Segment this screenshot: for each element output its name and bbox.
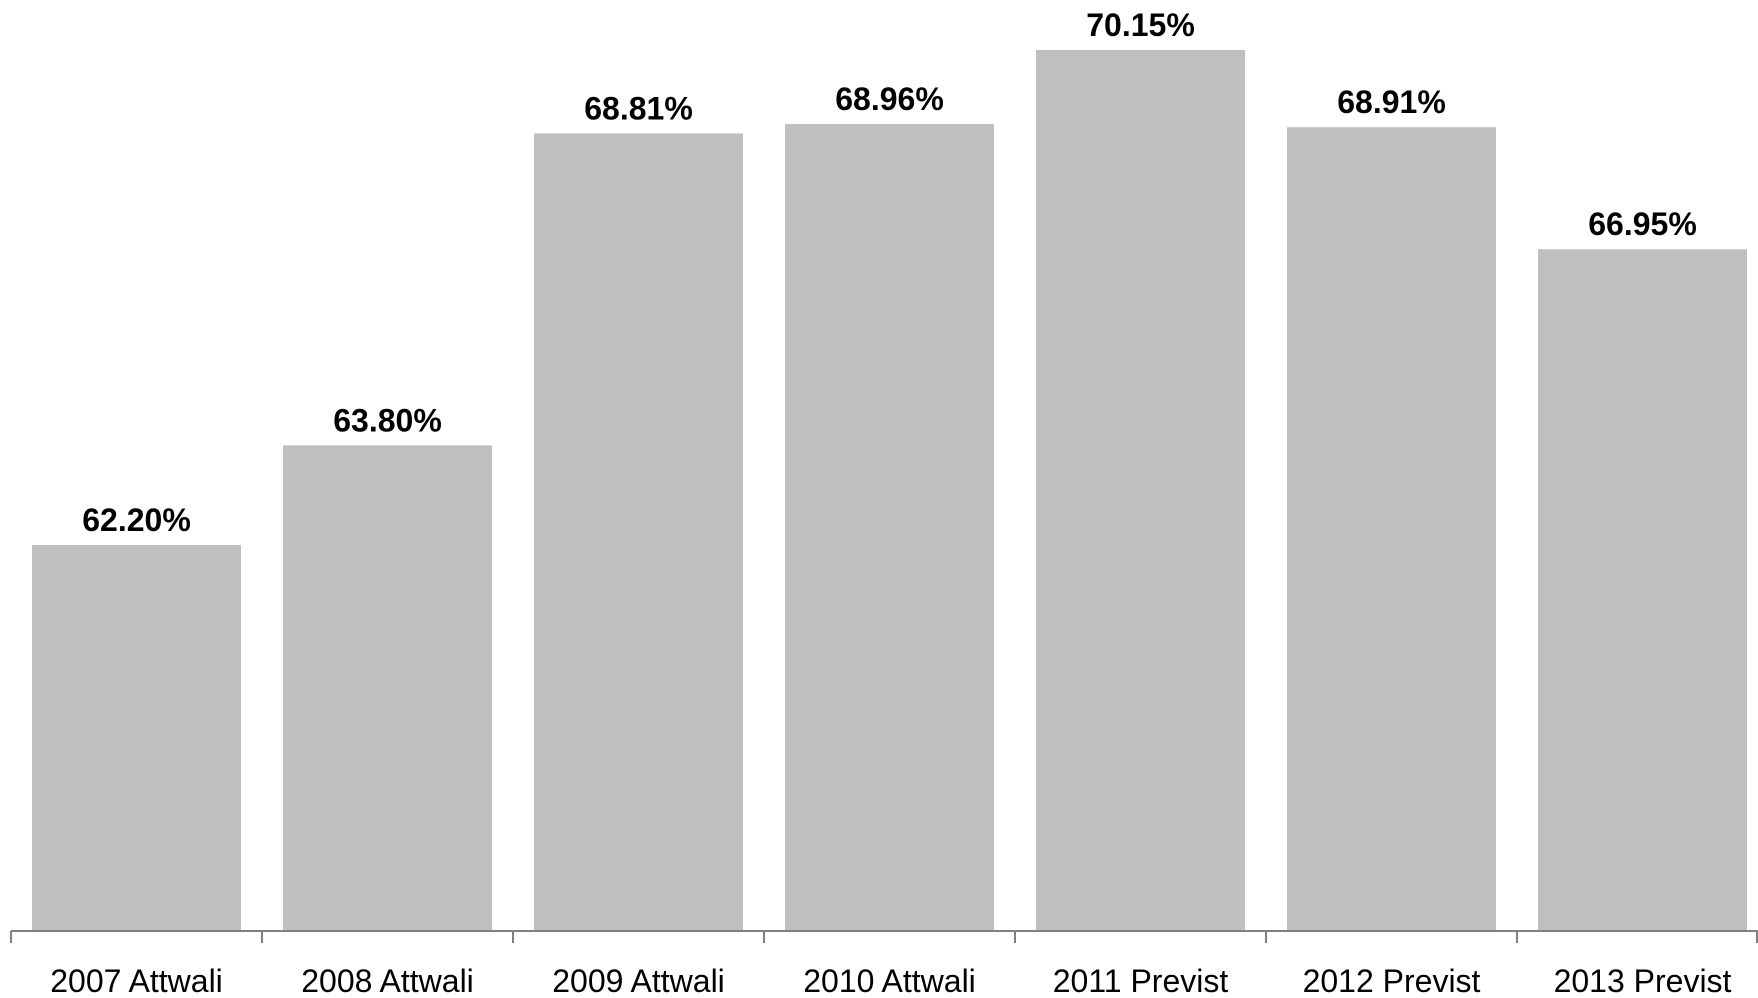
data-label: 68.81% xyxy=(584,90,693,126)
x-tick-label: 2007 Attwali xyxy=(50,963,223,998)
data-label: 62.20% xyxy=(82,502,191,538)
x-tick-label: 2009 Attwali xyxy=(552,963,725,998)
bar-2012-previst xyxy=(1287,127,1496,932)
x-tick-label: 2011 Previst xyxy=(1053,963,1229,998)
bar-2013-previst xyxy=(1538,249,1747,931)
x-tick-label: 2012 Previst xyxy=(1303,963,1481,998)
data-label: 68.96% xyxy=(835,81,944,117)
data-label: 66.95% xyxy=(1588,206,1697,242)
data-label: 70.15% xyxy=(1086,7,1195,43)
bars-layer xyxy=(32,50,1747,932)
data-labels-layer: 62.20% 63.80% 68.81% 68.96% 70.15% 68.91% 66.9… xyxy=(82,7,1697,538)
bar-2007-attwali xyxy=(32,544,241,931)
data-label: 68.91% xyxy=(1337,84,1446,120)
x-tick-label: 2013 Previst xyxy=(1554,963,1732,998)
x-tick-label: 2010 Attwali xyxy=(803,963,976,998)
bar-2011-previst xyxy=(1036,50,1245,931)
bar-2009-attwali xyxy=(534,133,743,931)
x-tick-label: 2008 Attwali xyxy=(301,963,474,998)
data-label: 63.80% xyxy=(333,402,442,438)
bar-2010-attwali xyxy=(785,124,994,931)
bar-2008-attwali xyxy=(283,445,492,931)
x-axis: 2007 Attwali 2008 Attwali 2009 Attwali 2010… xyxy=(10,930,1758,998)
